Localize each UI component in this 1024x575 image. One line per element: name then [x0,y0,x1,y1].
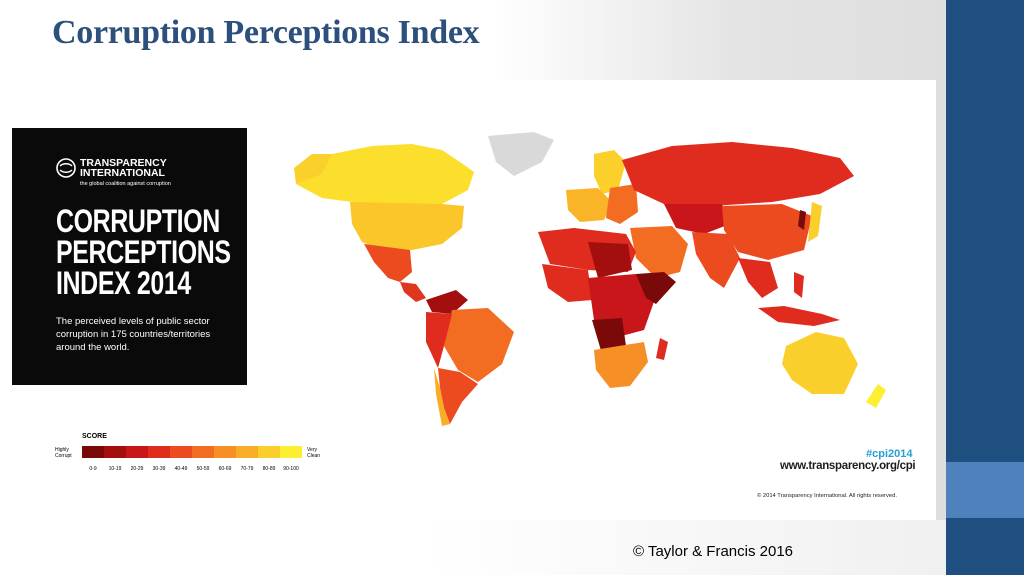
map-south-asia [692,232,740,288]
legend-swatch [214,446,236,458]
map-greenland [488,132,554,176]
map-central-asia [664,204,730,234]
map-japan [808,202,822,242]
map-alaska [294,154,332,184]
world-map [294,132,886,426]
map-china [722,204,812,260]
legend-range: 50-59 [196,466,210,472]
legend-swatch [148,446,170,458]
map-russia [622,142,854,206]
legend-range: 30-39 [152,466,166,472]
legend-swatch [126,446,148,458]
org-tagline: the global coalition against corruption [80,181,171,187]
map-middle-east [630,226,688,278]
legend-range: 80-89 [262,466,276,472]
map-southeast-asia [738,258,778,298]
poster-copyright: © 2014 Transparency International. All r… [757,493,897,499]
map-brazil [444,308,514,382]
map-sahel [588,242,632,278]
map-madagascar [656,338,668,360]
map-drc [592,318,626,354]
cpi-heading-line3: INDEX 2014 [56,265,191,301]
org-name-line1: TRANSPARENCY [80,157,167,169]
legend-swatch [236,446,258,458]
cpi-description: The perceived levels of public sector co… [56,316,211,353]
slide-title: Corruption Perceptions Index [52,14,480,51]
legend-range: 90-100 [283,466,299,472]
legend-color-bar [82,446,302,458]
map-usa [350,202,464,250]
map-canada [296,144,474,208]
map-horn-africa [636,272,676,304]
right-decor-accent [946,462,1024,518]
legend-swatch [104,446,126,458]
map-scandinavia [594,150,626,194]
slide-footer-copyright: © Taylor & Francis 2016 [633,543,794,560]
map-central-america [400,282,426,302]
map-australia [782,332,858,394]
cpi-heading-line1: CORRUPTION [56,203,220,239]
score-legend: SCORE Highly Corrupt Very Clean 0-9 10-1… [55,432,335,480]
bottom-strip [0,520,946,575]
legend-range: 10-19 [108,466,122,472]
cpi-heading: CORRUPTION PERCEPTIONS INDEX 2014 [56,203,231,301]
legend-swatch [258,446,280,458]
transparency-international-logo: TRANSPARENCY INTERNATIONAL the global co… [56,158,171,189]
legend-range: 40-49 [174,466,188,472]
legend-title: SCORE [82,433,107,440]
map-new-zealand [866,384,886,408]
legend-range: 20-29 [130,466,144,472]
legend-swatch [192,446,214,458]
legend-swatch [170,446,192,458]
map-west-africa [542,264,592,302]
map-western-europe [566,188,612,222]
cpi-heading-line2: PERCEPTIONS [56,234,231,270]
legend-range: 70-79 [240,466,254,472]
map-southern-africa [594,342,648,388]
cpi-title-panel: TRANSPARENCY INTERNATIONAL the global co… [12,128,247,385]
map-venezuela [426,290,468,314]
legend-range: 60-69 [218,466,232,472]
legend-high-label: Very Clean [307,447,321,459]
map-philippines [794,272,804,298]
hashtag-link[interactable]: #cpi2014 [866,448,913,460]
legend-low-label: Highly Corrupt [55,447,72,459]
map-indonesia [758,306,840,326]
legend-range: 0-9 [89,466,97,472]
legend-ranges: 0-9 10-19 20-29 30-39 40-49 50-59 60-69 … [82,466,302,472]
map-eastern-europe [606,184,638,224]
globe-icon [56,158,76,178]
map-mexico [364,244,412,282]
website-link[interactable]: www.transparency.org/cpi [780,460,916,472]
map-korea [798,210,806,230]
legend-swatch [82,446,104,458]
org-name-line2: INTERNATIONAL [80,167,165,179]
map-andes [426,312,452,368]
map-argentina [438,368,478,424]
legend-swatch [280,446,302,458]
map-chile [434,368,450,426]
